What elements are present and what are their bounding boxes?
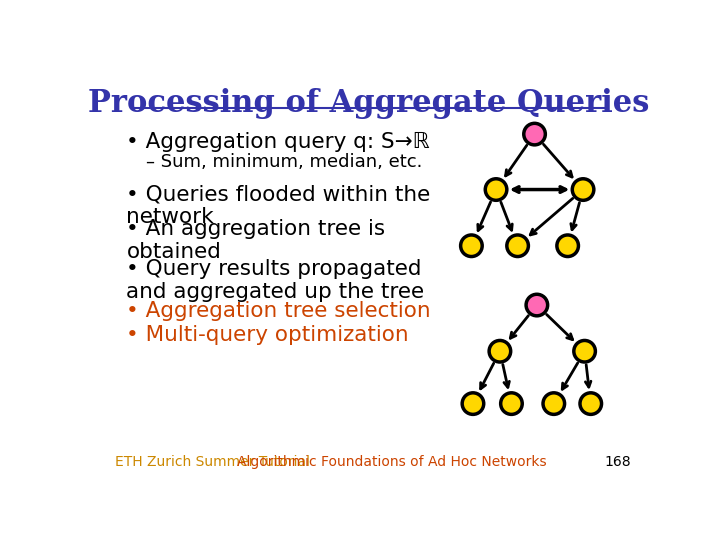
Text: Processing of Aggregate Queries: Processing of Aggregate Queries xyxy=(89,88,649,119)
Circle shape xyxy=(557,235,578,256)
Circle shape xyxy=(461,235,482,256)
Text: Algorithmic Foundations of Ad Hoc Networks: Algorithmic Foundations of Ad Hoc Networ… xyxy=(238,455,547,469)
Circle shape xyxy=(572,179,594,200)
Text: • Aggregation query q: S→ℝ: • Aggregation query q: S→ℝ xyxy=(127,132,430,152)
Circle shape xyxy=(507,235,528,256)
Circle shape xyxy=(500,393,522,414)
Circle shape xyxy=(462,393,484,414)
Circle shape xyxy=(580,393,601,414)
Circle shape xyxy=(574,340,595,362)
Circle shape xyxy=(543,393,564,414)
Text: • Queries flooded within the
network: • Queries flooded within the network xyxy=(127,184,431,227)
Text: • Query results propagated
and aggregated up the tree: • Query results propagated and aggregate… xyxy=(127,259,425,302)
Text: • An aggregation tree is
obtained: • An aggregation tree is obtained xyxy=(127,219,386,262)
Text: – Sum, minimum, median, etc.: – Sum, minimum, median, etc. xyxy=(145,153,422,171)
Text: ETH Zurich Summer Tutorial: ETH Zurich Summer Tutorial xyxy=(115,455,310,469)
Circle shape xyxy=(489,340,510,362)
Text: • Multi-query optimization: • Multi-query optimization xyxy=(127,325,409,345)
Circle shape xyxy=(526,294,548,316)
Text: • Aggregation tree selection: • Aggregation tree selection xyxy=(127,301,431,321)
Circle shape xyxy=(485,179,507,200)
Text: 168: 168 xyxy=(604,455,631,469)
Circle shape xyxy=(523,123,545,145)
